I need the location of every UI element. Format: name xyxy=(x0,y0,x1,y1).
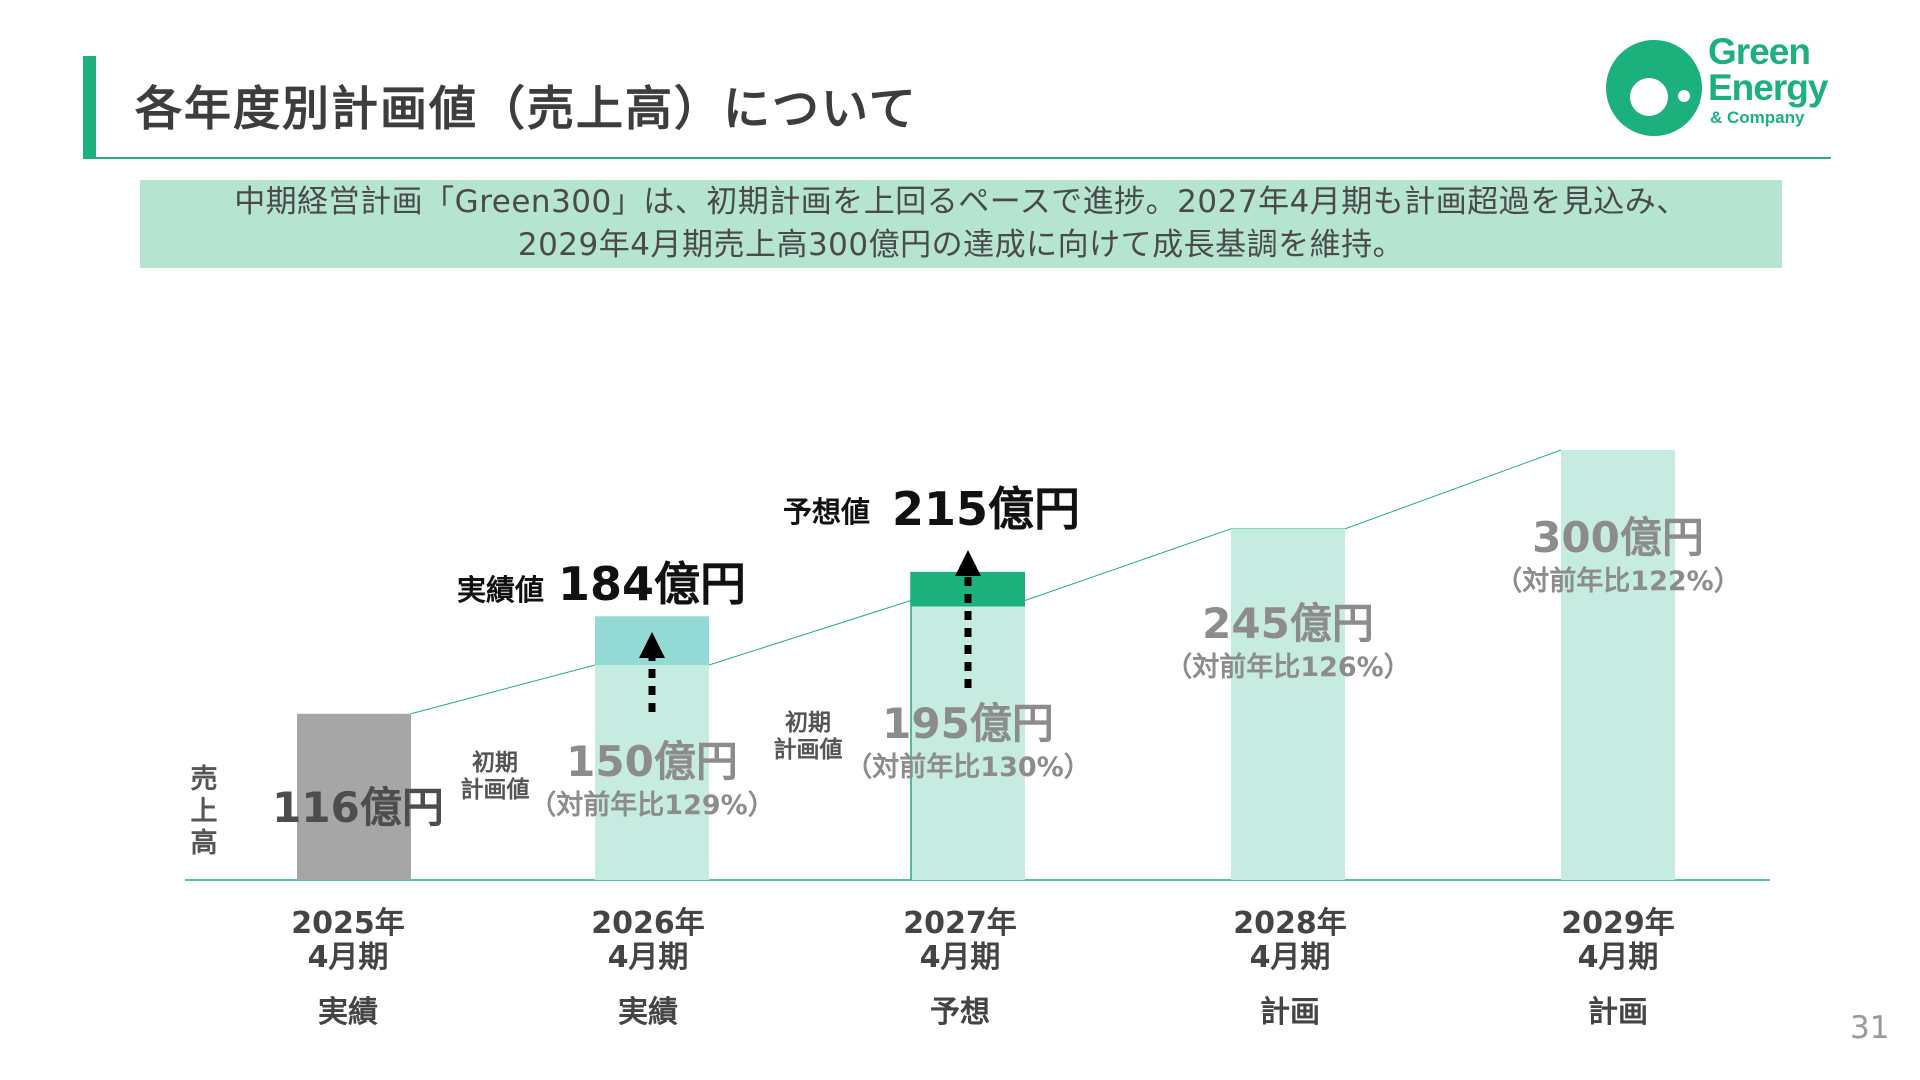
bar-growth-label-3: （対前年比126%） xyxy=(1165,651,1410,683)
category-year-0: 2025年 xyxy=(291,906,405,941)
category-kind-0: 実績 xyxy=(318,995,378,1030)
annotation-initial-plan-1-0: 初期 xyxy=(785,709,831,736)
bar-growth-label-4: （対前年比122%） xyxy=(1495,565,1740,597)
category-kind-1: 実績 xyxy=(618,995,678,1030)
category-year-1: 2026年 xyxy=(591,906,705,941)
logo-text-green: Green xyxy=(1708,31,1811,72)
y-axis-label-char-0: 売 xyxy=(191,764,218,795)
category-kind-4: 計画 xyxy=(1588,995,1648,1030)
bar-value-label-4: 300億円 xyxy=(1532,513,1704,562)
title-divider xyxy=(83,157,1831,159)
annotation-initial-plan-0-0: 初期 xyxy=(472,749,518,776)
page-title: 各年度別計画値（売上高）について xyxy=(135,82,918,137)
arrow-head-1 xyxy=(639,632,665,658)
page-number: 31 xyxy=(1850,1010,1890,1046)
logo-text-energy: Energy xyxy=(1708,67,1828,108)
value-actual-2026: 184億円 xyxy=(558,557,746,611)
category-year-3: 2028年 xyxy=(1233,906,1347,941)
category-period-3: 4月期 xyxy=(1250,940,1331,975)
bar-plan-1 xyxy=(595,665,709,880)
bar-growth-label-1: （対前年比129%） xyxy=(529,789,774,821)
bar-plan-3 xyxy=(1231,528,1345,880)
summary-line-1: 中期経営計画「Green300」は、初期計画を上回るペースで進捗。2027年4月… xyxy=(234,184,1688,220)
category-period-4: 4月期 xyxy=(1578,940,1659,975)
category-period-2: 4月期 xyxy=(920,940,1001,975)
bar-plan-0 xyxy=(297,713,411,880)
y-axis-label-char-1: 上 xyxy=(191,796,218,827)
category-kind-3: 計画 xyxy=(1260,995,1320,1030)
category-period-1: 4月期 xyxy=(608,940,689,975)
company-logo: Green Energy & Company xyxy=(1600,30,1830,140)
logo-mark-icon xyxy=(1606,40,1702,136)
bar-value-label-2: 195億円 xyxy=(882,699,1054,748)
value-forecast-2027: 215億円 xyxy=(892,482,1080,536)
category-period-0: 4月期 xyxy=(308,940,389,975)
title-accent-bar xyxy=(83,56,96,159)
summary-line-2: 2029年4月期売上高300億円の達成に向けて成長基調を維持。 xyxy=(517,227,1405,263)
category-year-2: 2027年 xyxy=(903,906,1017,941)
tag-forecast-2027: 予想値 xyxy=(783,495,870,529)
summary-box: 中期経営計画「Green300」は、初期計画を上回るペースで進捗。2027年4月… xyxy=(140,180,1782,268)
tag-actual-2026: 実績値 xyxy=(457,573,544,607)
annotation-initial-plan-1-1: 計画値 xyxy=(774,736,843,763)
bar-value-label-1: 150億円 xyxy=(566,737,738,786)
bar-growth-label-2: （対前年比130%） xyxy=(845,751,1090,783)
bar-value-label-3: 245億円 xyxy=(1202,599,1374,648)
category-kind-2: 予想 xyxy=(930,995,990,1030)
logo-text-company: & Company xyxy=(1710,108,1805,127)
y-axis-label-char-2: 高 xyxy=(191,827,218,859)
category-year-4: 2029年 xyxy=(1561,906,1675,941)
bar-value-label-0: 116億円 xyxy=(272,783,444,832)
annotation-initial-plan-0-1: 計画値 xyxy=(461,776,530,803)
bar-plan-4 xyxy=(1561,450,1675,880)
arrow-head-2 xyxy=(955,550,981,576)
